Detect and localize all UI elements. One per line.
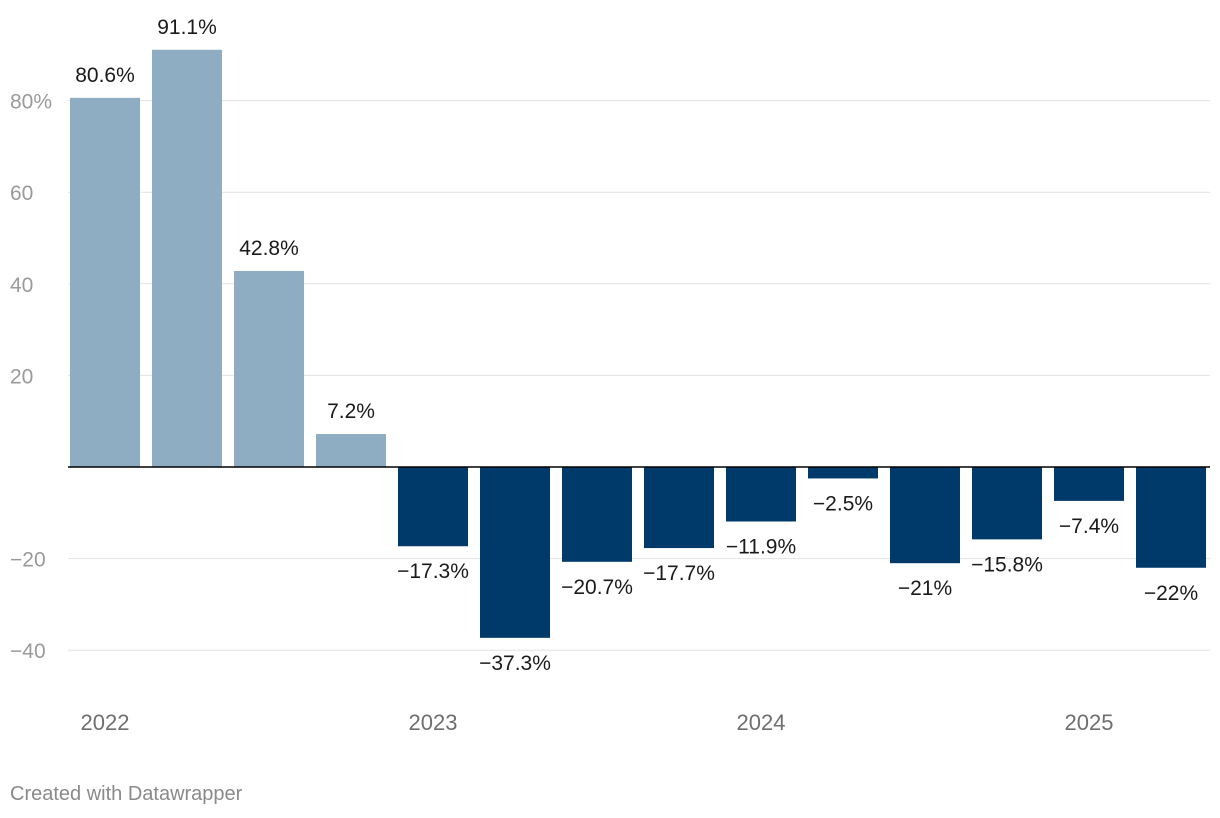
y-tick-label: −40 xyxy=(10,640,46,663)
bar-value-label: −21% xyxy=(898,577,952,600)
bar-value-label: 7.2% xyxy=(327,400,375,423)
bar xyxy=(152,49,222,468)
bar-value-label: −11.9% xyxy=(726,536,796,559)
x-axis: 2022 2023 2024 2025 xyxy=(81,710,1114,735)
x-tick-label: 2022 xyxy=(81,710,130,735)
bar-value-label: −15.8% xyxy=(971,553,1043,576)
bar xyxy=(316,434,386,467)
y-tick-label: −20 xyxy=(10,549,46,572)
bar xyxy=(808,467,878,479)
bar xyxy=(890,467,960,564)
bar xyxy=(1054,467,1124,501)
bar-value-label: −7.4% xyxy=(1059,515,1119,538)
bar xyxy=(398,467,468,547)
bar xyxy=(562,467,632,562)
bar xyxy=(972,467,1042,540)
bar xyxy=(644,467,714,549)
bar-value-label: −37.3% xyxy=(479,652,551,675)
bar-value-label: −20.7% xyxy=(561,576,633,599)
bar-value-label: −22% xyxy=(1144,582,1198,605)
bar-value-label: 80.6% xyxy=(75,64,135,87)
bar xyxy=(70,97,140,468)
y-tick-label: 40 xyxy=(10,274,33,297)
y-tick-label: 80% xyxy=(10,91,52,114)
bar xyxy=(480,467,550,638)
y-tick-label: 20 xyxy=(10,365,33,388)
bar-value-label: 42.8% xyxy=(239,237,299,260)
bar-value-label: 91.1% xyxy=(157,16,217,39)
bar xyxy=(234,270,304,467)
x-tick-label: 2025 xyxy=(1065,710,1114,735)
bar-value-label: −17.7% xyxy=(643,562,715,585)
bar-value-label: −17.3% xyxy=(397,560,469,583)
bars xyxy=(70,49,1206,638)
bar xyxy=(726,467,796,522)
credit-text: Created with Datawrapper xyxy=(10,783,243,805)
x-tick-label: 2023 xyxy=(409,710,458,735)
data-labels: 80.6% 91.1% 42.8% 7.2% −17.3% −37.3% −20.7% −17… xyxy=(75,16,1198,675)
y-tick-label: 60 xyxy=(10,182,33,205)
bar xyxy=(1136,467,1206,568)
bar-chart: −40 −20 20 40 60 80% 80.6% 91.1% 42.8% 7.2% −17.3… xyxy=(10,16,1210,735)
y-axis: −40 −20 20 40 60 80% xyxy=(10,91,52,664)
x-tick-label: 2024 xyxy=(737,710,786,735)
bar-value-label: −2.5% xyxy=(813,492,873,515)
